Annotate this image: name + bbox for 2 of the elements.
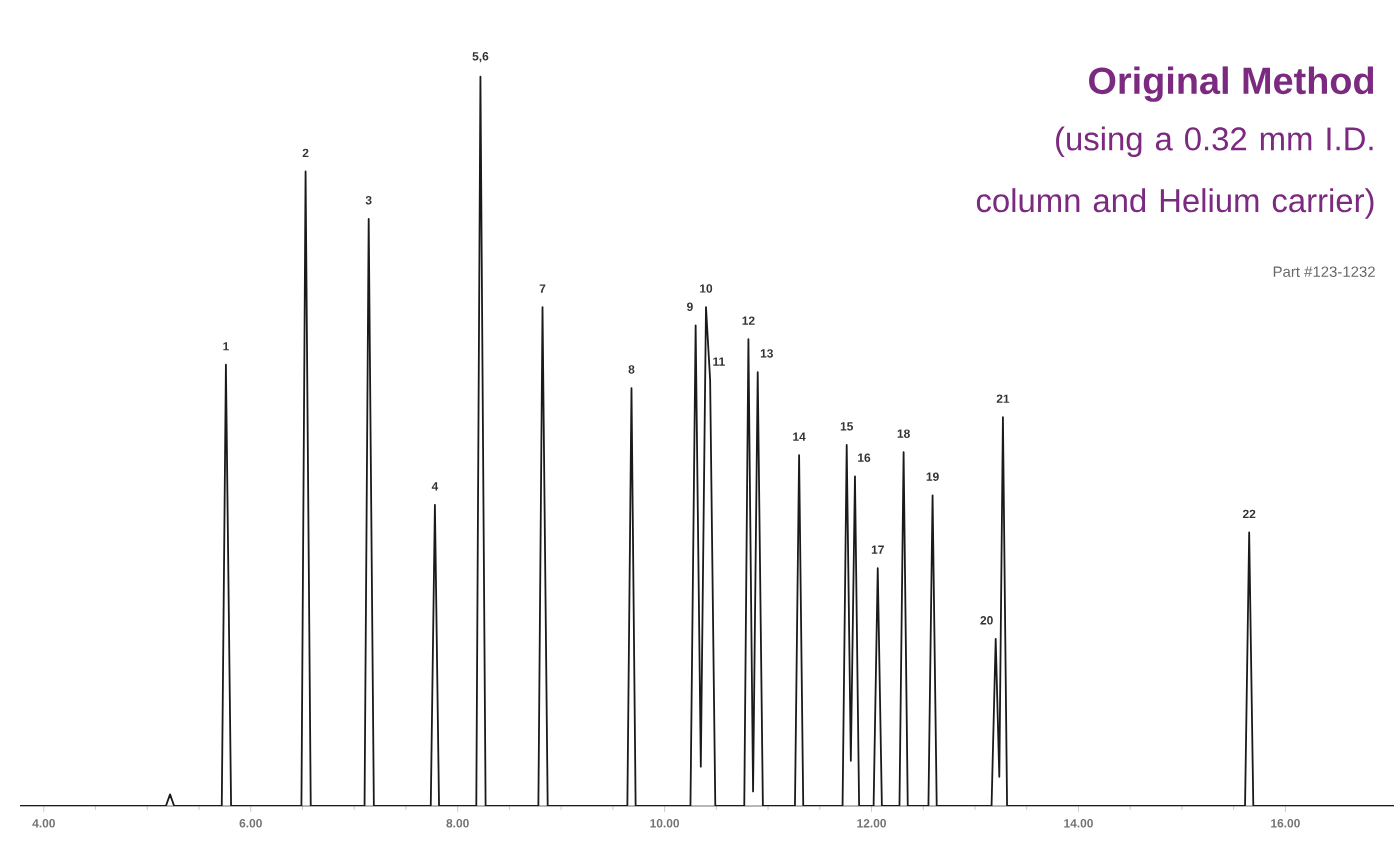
chart-title: Original Method <box>1089 66 1374 102</box>
text: (using a 0.32 mm I.D. column and Helium carrier) <box>976 126 1374 219</box>
